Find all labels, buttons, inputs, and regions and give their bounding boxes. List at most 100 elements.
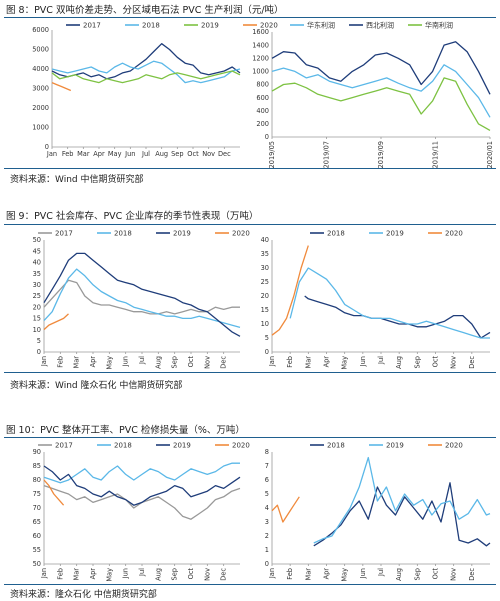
chart-fig10-left: 50 55 60 65 70 75 80 85 90 Jan Feb Mar Apr May Jun Jul A… bbox=[33, 441, 250, 582]
x-tick-label: Sep bbox=[171, 568, 179, 580]
x-tick-label: May bbox=[108, 150, 122, 158]
x-tick-label: Mar bbox=[73, 568, 81, 581]
y-tick-label: 3000 bbox=[32, 85, 49, 93]
x-tick-label: Nov bbox=[202, 150, 215, 158]
x-tick-label: Sep bbox=[171, 356, 179, 368]
x-tick-label: Aug bbox=[154, 356, 162, 369]
x-tick-label: Oct bbox=[187, 568, 195, 580]
y-tick-label: 40 bbox=[33, 259, 41, 267]
chart-fig8-right: 0 200 400 600 800 1000 1200 1400 1600 2019/05 2019… bbox=[252, 20, 494, 168]
y-tick-label: 10 bbox=[33, 326, 41, 334]
figure-10-source: 资料来源：隆众石化 中信期货研究部 bbox=[10, 590, 157, 600]
legend-entry: 2020 bbox=[232, 229, 250, 237]
series-line-2020 bbox=[271, 496, 300, 523]
x-tick-label: Feb bbox=[56, 568, 64, 580]
x-tick-label: 2019/07 bbox=[323, 141, 331, 168]
x-tick-label: Feb bbox=[286, 356, 294, 368]
y-tick-label: 1200 bbox=[252, 54, 269, 62]
y-tick-label: 85 bbox=[33, 462, 41, 470]
x-tick-label: Apr bbox=[323, 356, 331, 368]
x-tick-label: Jan bbox=[268, 568, 276, 579]
legend-entry: 西北利润 bbox=[366, 20, 394, 29]
x-tick-label: Jun bbox=[359, 568, 367, 579]
x-tick-label: Jan bbox=[40, 356, 48, 367]
figure-9-title: 图 9：PVC 社会库存、PVC 企业库存的季节性表现（万吨） bbox=[6, 211, 259, 222]
legend-entry: 2020 bbox=[445, 229, 463, 237]
y-tick-label: 35 bbox=[33, 270, 41, 278]
legend-entry: 2018 bbox=[142, 21, 160, 29]
x-tick-label: Apr bbox=[93, 150, 105, 158]
x-tick-label: Oct bbox=[432, 568, 440, 580]
legend-entry: 2018 bbox=[327, 229, 345, 237]
y-tick-label: 90 bbox=[33, 448, 41, 456]
x-tick-label: Dec bbox=[218, 150, 231, 158]
x-tick-label: Oct bbox=[187, 356, 195, 368]
legend-entry: 华东利润 bbox=[307, 20, 335, 29]
y-tick-label: 60 bbox=[33, 532, 41, 540]
x-tick-label: May bbox=[341, 568, 349, 582]
y-tick-label: 30 bbox=[261, 264, 269, 272]
y-tick-label: 0 bbox=[265, 348, 269, 356]
y-tick-label: 600 bbox=[256, 94, 269, 102]
x-tick-label: Aug bbox=[155, 150, 168, 158]
legend-entry: 2017 bbox=[55, 441, 73, 449]
series-line-2018 bbox=[51, 60, 241, 84]
legend-entry: 华南利润 bbox=[425, 20, 453, 29]
x-tick-label: Oct bbox=[432, 356, 440, 368]
y-tick-label: 1400 bbox=[252, 41, 269, 49]
figure-8-rule bbox=[4, 17, 496, 18]
x-tick-label: Apr bbox=[323, 568, 331, 580]
y-tick-label: 20 bbox=[261, 292, 269, 300]
y-tick-label: 5 bbox=[265, 334, 269, 342]
y-tick-label: 25 bbox=[261, 278, 269, 286]
x-tick-label: Jan bbox=[46, 150, 57, 158]
series-line-2020 bbox=[51, 82, 72, 92]
chart-fig9-right: 0 5 10 15 20 25 30 35 40 Jan Feb Mar Apr May Jun Jul Aug… bbox=[261, 229, 491, 370]
x-tick-label: Jul bbox=[138, 568, 146, 577]
series-line-2020 bbox=[43, 313, 69, 331]
figure-8-title: 图 8：PVC 双吨价差走势、分区域电石法 PVC 生产利润（元/吨） bbox=[6, 5, 284, 16]
y-tick-label: 30 bbox=[33, 281, 41, 289]
legend-entry: 2020 bbox=[260, 21, 278, 29]
x-tick-label: 2019/05 bbox=[268, 141, 276, 168]
series-line-西北利润 bbox=[271, 41, 491, 95]
y-tick-label: 4 bbox=[265, 504, 269, 512]
y-tick-label: 15 bbox=[261, 306, 269, 314]
y-tick-label: 1600 bbox=[252, 28, 269, 36]
x-tick-label: Sep bbox=[171, 150, 183, 158]
y-tick-label: 2 bbox=[265, 532, 269, 540]
y-tick-label: 0 bbox=[265, 560, 269, 568]
series-line-华南利润 bbox=[271, 77, 491, 131]
y-tick-label: 5 bbox=[265, 490, 269, 498]
series-line-2019 bbox=[51, 70, 241, 84]
y-tick-label: 1000 bbox=[32, 124, 49, 132]
x-tick-label: Apr bbox=[89, 568, 97, 580]
figure-10-source-rule bbox=[4, 584, 496, 585]
x-tick-label: Feb bbox=[286, 568, 294, 580]
y-tick-label: 25 bbox=[33, 292, 41, 300]
series-line-2020 bbox=[271, 245, 309, 336]
y-tick-label: 3 bbox=[265, 518, 269, 526]
x-tick-label: Sep bbox=[413, 568, 421, 580]
figure-9-source-rule bbox=[4, 372, 496, 373]
y-tick-label: 0 bbox=[265, 133, 269, 141]
y-tick-label: 6000 bbox=[32, 26, 49, 34]
x-tick-label: Mar bbox=[73, 356, 81, 369]
x-tick-label: May bbox=[105, 568, 113, 582]
y-tick-label: 7 bbox=[265, 462, 269, 470]
x-tick-label: Nov bbox=[450, 568, 458, 581]
series-line-2018 bbox=[43, 462, 240, 484]
x-tick-label: Oct bbox=[187, 150, 199, 158]
figure-8-source-rule bbox=[4, 168, 496, 169]
series-line-2018 bbox=[43, 268, 241, 329]
series-line-华东利润 bbox=[271, 64, 491, 118]
y-tick-label: 5 bbox=[37, 337, 41, 345]
x-tick-label: Jul bbox=[377, 568, 385, 577]
x-tick-label: Dec bbox=[468, 356, 476, 369]
y-tick-label: 800 bbox=[256, 81, 269, 89]
x-tick-label: Sep bbox=[413, 356, 421, 368]
x-tick-label: Jul bbox=[138, 356, 146, 365]
y-tick-label: 80 bbox=[33, 476, 41, 484]
y-tick-label: 0 bbox=[37, 348, 41, 356]
